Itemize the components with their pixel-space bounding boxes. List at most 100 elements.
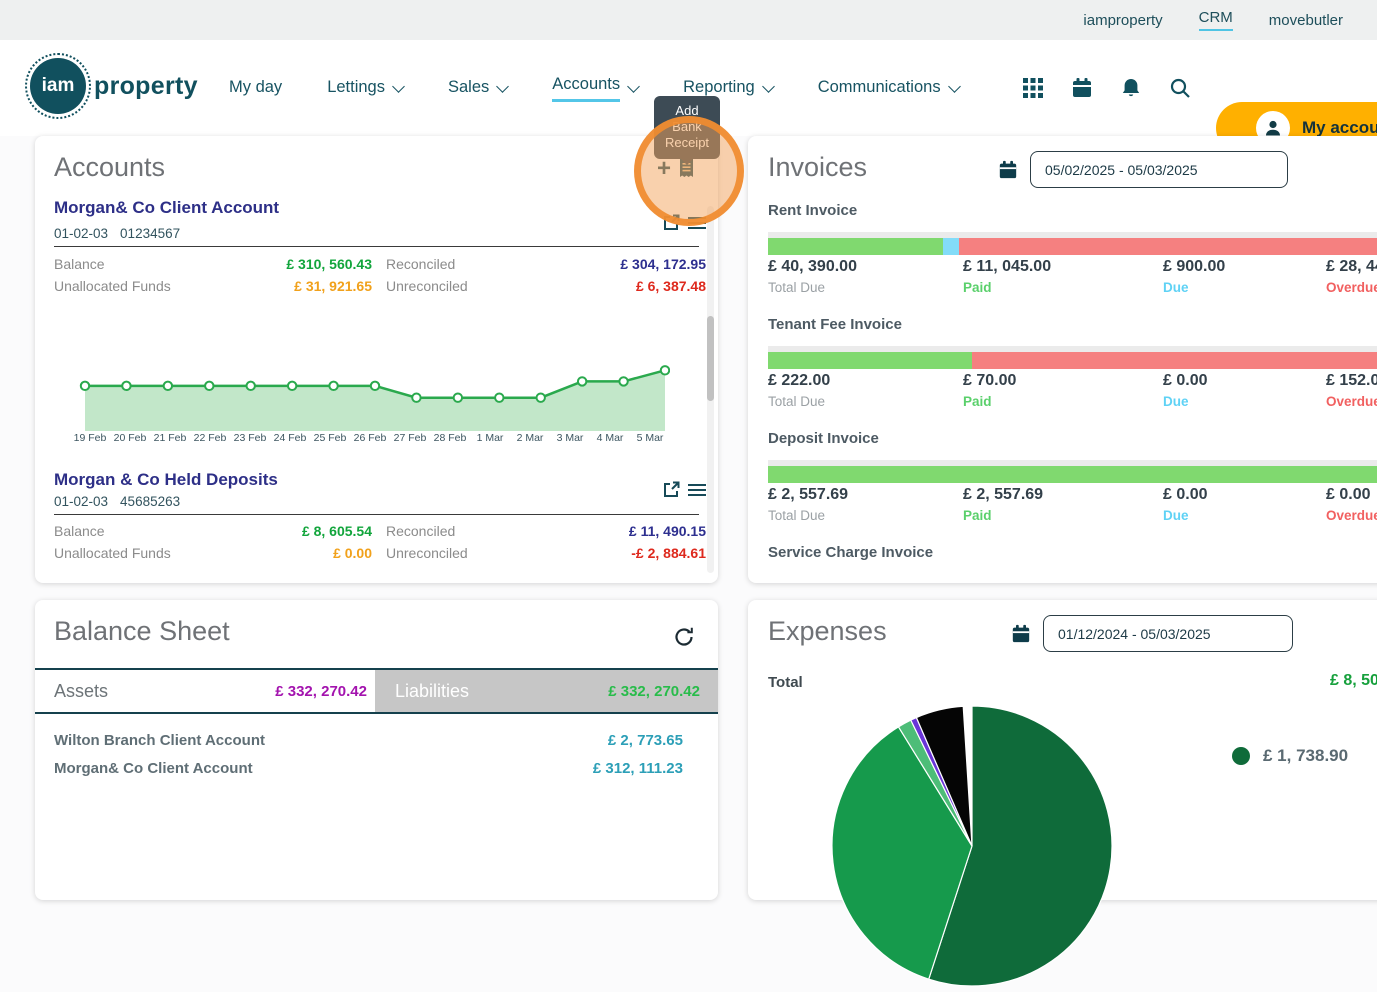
apps-grid-icon[interactable] xyxy=(1022,77,1044,99)
unallocated-label: Unallocated Funds xyxy=(54,545,171,561)
bar-segment xyxy=(768,238,943,255)
expenses-date-range-input[interactable] xyxy=(1043,615,1293,652)
data-point-marker xyxy=(576,376,588,387)
reconciled-value: £ 304, 172.95 xyxy=(620,256,706,272)
menu-hamburger-icon[interactable] xyxy=(688,483,706,497)
balance-label: Balance xyxy=(54,523,105,539)
balance-value: £ 310, 560.43 xyxy=(286,256,372,272)
x-axis-label: 19 Feb xyxy=(73,432,107,444)
invoice-progress-bar xyxy=(768,238,1377,255)
calendar-icon[interactable] xyxy=(1011,624,1031,644)
invoice-section-title: Deposit Invoice xyxy=(768,430,879,447)
nav-item-lettings[interactable]: Lettings xyxy=(327,78,405,99)
search-icon[interactable] xyxy=(1169,77,1191,99)
stat-label: Overdue xyxy=(1326,508,1377,523)
data-point-marker xyxy=(452,392,464,403)
data-point-marker xyxy=(411,392,422,403)
tab-liabilities[interactable]: Liabilities £ 332, 270.42 xyxy=(375,670,718,712)
stat-value: £ 0.00 xyxy=(1163,486,1208,503)
invoices-date-range-input[interactable] xyxy=(1030,151,1288,188)
data-point-marker xyxy=(121,380,132,392)
reconciled-value: £ 11, 490.15 xyxy=(628,523,706,539)
liabilities-tab-label: Liabilities xyxy=(395,680,470,701)
balance-sheet-tabs: Assets £ 332, 270.42 Liabilities £ 332, … xyxy=(35,668,718,714)
data-point-marker xyxy=(618,376,629,387)
stat-label: Overdue xyxy=(1326,280,1377,295)
panel-scrollbar[interactable] xyxy=(707,206,714,573)
assets-total-value: £ 332, 270.42 xyxy=(275,682,367,700)
nav-icon-group xyxy=(1022,40,1191,136)
unreconciled-label: Unreconciled xyxy=(386,278,468,294)
balance-sheet-title: Balance Sheet xyxy=(54,616,230,646)
unallocated-label: Unallocated Funds xyxy=(54,278,171,294)
invoice-progress-bar xyxy=(768,352,1377,369)
invoice-bar-track xyxy=(768,232,1377,238)
nav-item-accounts[interactable]: Accounts xyxy=(552,75,641,102)
invoice-section-title: Tenant Fee Invoice xyxy=(768,316,902,333)
nav-menu: My day Lettings Sales Accounts Reporting… xyxy=(229,40,961,136)
x-axis-label: 21 Feb xyxy=(153,432,187,444)
main-nav: iam property My day Lettings Sales Accou… xyxy=(0,40,1377,154)
bar-segment xyxy=(942,238,959,255)
accounts-panel-title: Accounts xyxy=(54,152,166,182)
account-number: 01234567 xyxy=(120,226,181,241)
stat-value: £ 28, 445.00 xyxy=(1326,258,1377,275)
add-bank-receipt-tooltip: Add Bank Receipt xyxy=(654,96,720,165)
stat-label: Due xyxy=(1163,394,1189,409)
balance-trend-area-chart xyxy=(79,365,670,431)
open-external-icon[interactable] xyxy=(663,214,680,231)
x-axis-label: 22 Feb xyxy=(193,432,227,444)
topbar-link-crm[interactable]: CRM xyxy=(1198,9,1233,31)
nav-item-my-day[interactable]: My day xyxy=(229,77,283,96)
open-external-icon[interactable] xyxy=(663,481,680,498)
sort-code: 01-02-03 xyxy=(54,226,109,241)
invoices-panel: Invoices Rent Invoice View All £ 40, 390… xyxy=(748,136,1377,583)
stat-value: £ 0.00 xyxy=(1326,486,1371,503)
stat-label: Paid xyxy=(963,394,992,409)
data-point-marker xyxy=(162,380,174,392)
divider xyxy=(54,246,699,247)
nav-item-communications[interactable]: Communications xyxy=(818,78,961,99)
my-account-label: My account xyxy=(1302,118,1377,137)
expenses-total-value: £ 8, 50 xyxy=(1330,672,1377,689)
unreconciled-label: Unreconciled xyxy=(386,545,468,561)
refresh-icon[interactable] xyxy=(673,626,695,648)
invoice-section-title: Service Charge Invoice xyxy=(768,544,934,561)
stat-value: £ 70.00 xyxy=(963,372,1017,389)
unallocated-value: £ 0.00 xyxy=(333,545,372,561)
nav-item-sales[interactable]: Sales xyxy=(448,78,510,99)
plus-icon: + xyxy=(657,154,672,182)
data-point-marker xyxy=(286,380,298,392)
stat-value: £ 11, 045.00 xyxy=(963,258,1052,275)
pie-legend-item: £ 1, 738.90 xyxy=(1232,746,1348,766)
unreconciled-value: £ 6, 387.48 xyxy=(635,278,706,294)
balance-value: £ 8, 605.54 xyxy=(301,523,372,539)
nav-item-reporting[interactable]: Reporting xyxy=(683,78,775,99)
account-name-link[interactable]: Morgan & Co Held Deposits xyxy=(54,470,278,489)
calendar-icon[interactable] xyxy=(1071,77,1093,99)
scrollbar-thumb[interactable] xyxy=(707,316,714,401)
x-axis-label: 26 Feb xyxy=(353,432,387,444)
menu-hamburger-icon[interactable] xyxy=(688,216,706,230)
tab-assets[interactable]: Assets £ 332, 270.42 xyxy=(35,670,375,712)
notifications-bell-icon[interactable] xyxy=(1120,77,1142,100)
data-point-marker xyxy=(245,380,256,392)
reconciled-label: Reconciled xyxy=(386,523,456,539)
invoice-bar-track xyxy=(768,346,1377,352)
data-point-marker xyxy=(494,392,505,403)
expenses-panel-title: Expenses xyxy=(768,616,887,646)
invoice-bar-track xyxy=(768,460,1377,466)
topbar-link-iamproperty[interactable]: iamproperty xyxy=(1083,11,1163,29)
expenses-pie-chart xyxy=(831,705,1113,987)
logo-dotted-ring xyxy=(25,53,91,119)
topbar-link-movebutler[interactable]: movebutler xyxy=(1268,11,1343,29)
chevron-down-icon xyxy=(392,79,405,93)
calendar-icon[interactable] xyxy=(998,160,1018,180)
x-axis-label: 1 Mar xyxy=(476,432,504,444)
balance-sheet-row[interactable]: Wilton Branch Client Account £ 2, 773.65 xyxy=(35,732,718,749)
account-name-link[interactable]: Morgan& Co Client Account xyxy=(54,198,280,217)
bar-segment xyxy=(768,352,973,369)
chevron-down-icon xyxy=(761,79,775,93)
iamproperty-logo[interactable]: iam property xyxy=(25,53,198,119)
row-account-value: £ 2, 773.65 xyxy=(607,732,683,749)
